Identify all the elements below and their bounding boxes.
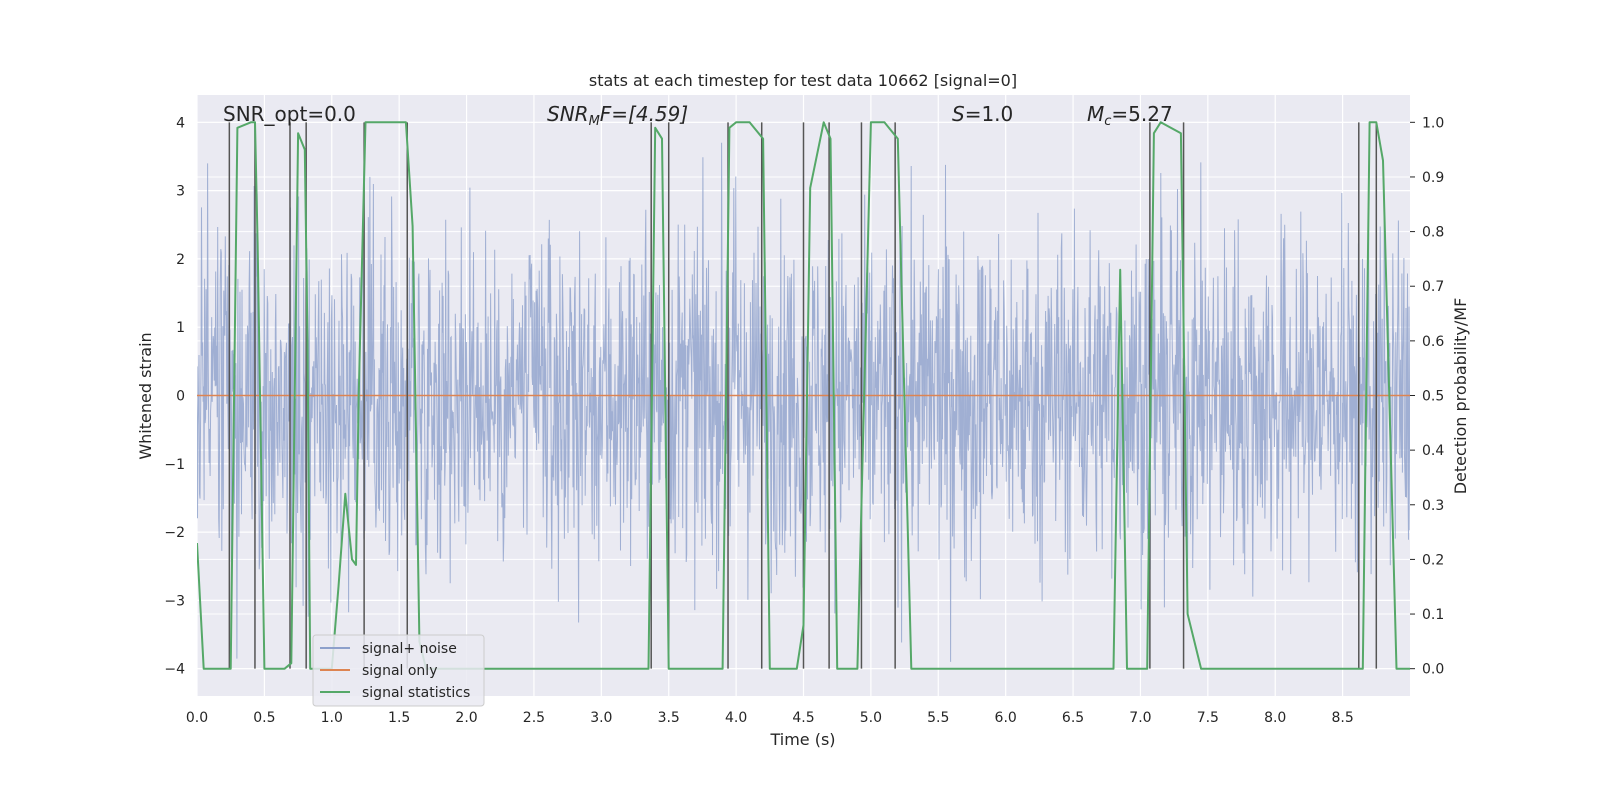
y2-tick-label: 0.5 bbox=[1422, 389, 1444, 405]
y-tick-label: −1 bbox=[164, 457, 185, 473]
legend-label-noise: signal+ noise bbox=[362, 641, 457, 657]
y2-tick-label: 0.0 bbox=[1422, 662, 1444, 678]
x-axis-ticks: 0.0 0.5 1.0 1.5 2.0 2.5 3.0 3.5 4.0 4.5 5.0 5.5 6.0 6… bbox=[186, 710, 1354, 726]
x-tick-label: 1.0 bbox=[321, 710, 343, 726]
legend: signal+ noise signal only signal statist… bbox=[312, 634, 485, 707]
y2-tick-label: 0.9 bbox=[1422, 170, 1444, 186]
x-tick-label: 6.0 bbox=[995, 710, 1017, 726]
y2-tick-label: 1.0 bbox=[1422, 115, 1444, 131]
x-tick-label: 2.5 bbox=[523, 710, 545, 726]
y-axis-ticks: −4 −3 −2 −1 0 1 2 3 4 bbox=[164, 115, 185, 677]
x-tick-label: 8.0 bbox=[1264, 710, 1286, 726]
annotation-snr-mf: SNRMF=[4.59] bbox=[547, 102, 688, 129]
signal-statistics-line bbox=[197, 121, 1410, 670]
x-tick-label: 4.0 bbox=[725, 710, 747, 726]
y-tick-label: 4 bbox=[176, 115, 185, 131]
x-axis-label: Time (s) bbox=[769, 730, 835, 749]
annotation-snr-opt: SNR_opt=0.0 bbox=[223, 102, 356, 126]
x-tick-label: 6.5 bbox=[1062, 710, 1084, 726]
x-tick-label: 5.0 bbox=[860, 710, 882, 726]
y-tick-label: 2 bbox=[176, 252, 185, 268]
x-tick-label: 0.0 bbox=[186, 710, 208, 726]
legend-label-stats: signal statistics bbox=[362, 685, 470, 701]
x-tick-label: 3.5 bbox=[658, 710, 680, 726]
signal-statistics-series bbox=[197, 121, 1410, 670]
chart-title: stats at each timestep for test data 106… bbox=[589, 71, 1017, 90]
y2-tick-label: 0.2 bbox=[1422, 552, 1444, 568]
y2-axis-label: Detection probability/MF bbox=[1451, 298, 1470, 495]
x-tick-label: 5.5 bbox=[927, 710, 949, 726]
y2-tick-label: 0.8 bbox=[1422, 225, 1444, 241]
x-tick-label: 0.5 bbox=[253, 710, 275, 726]
y-axis-label: Whitened strain bbox=[136, 332, 155, 459]
annotation-mc: Mc=5.27 bbox=[1087, 102, 1173, 129]
x-tick-label: 4.5 bbox=[792, 710, 814, 726]
y-tick-label: 0 bbox=[176, 389, 185, 405]
x-tick-label: 3.0 bbox=[590, 710, 612, 726]
y2-tick-label: 0.3 bbox=[1422, 498, 1444, 514]
x-tick-label: 7.5 bbox=[1197, 710, 1219, 726]
y-tick-label: 3 bbox=[176, 184, 185, 200]
y2-tick-label: 0.1 bbox=[1422, 607, 1444, 623]
x-tick-label: 8.5 bbox=[1331, 710, 1353, 726]
legend-label-signal: signal only bbox=[362, 663, 437, 679]
x-tick-label: 1.5 bbox=[388, 710, 410, 726]
x-tick-label: 2.0 bbox=[455, 710, 477, 726]
annotation-s: S=1.0 bbox=[952, 102, 1013, 126]
y2-axis-ticks: 0.0 0.1 0.2 0.3 0.4 0.5 0.6 0.7 0.8 0.9 1.0 bbox=[1410, 115, 1444, 678]
y2-tick-label: 0.7 bbox=[1422, 279, 1444, 295]
y-tick-label: −4 bbox=[164, 662, 185, 678]
y-tick-label: −3 bbox=[164, 593, 185, 609]
y2-tick-label: 0.6 bbox=[1422, 334, 1444, 350]
y2-tick-label: 0.4 bbox=[1422, 443, 1444, 459]
legend-box bbox=[312, 634, 485, 707]
y-tick-label: −2 bbox=[164, 525, 185, 541]
plot-contents bbox=[197, 121, 1410, 670]
y-tick-label: 1 bbox=[176, 320, 185, 336]
x-tick-label: 7.0 bbox=[1129, 710, 1151, 726]
